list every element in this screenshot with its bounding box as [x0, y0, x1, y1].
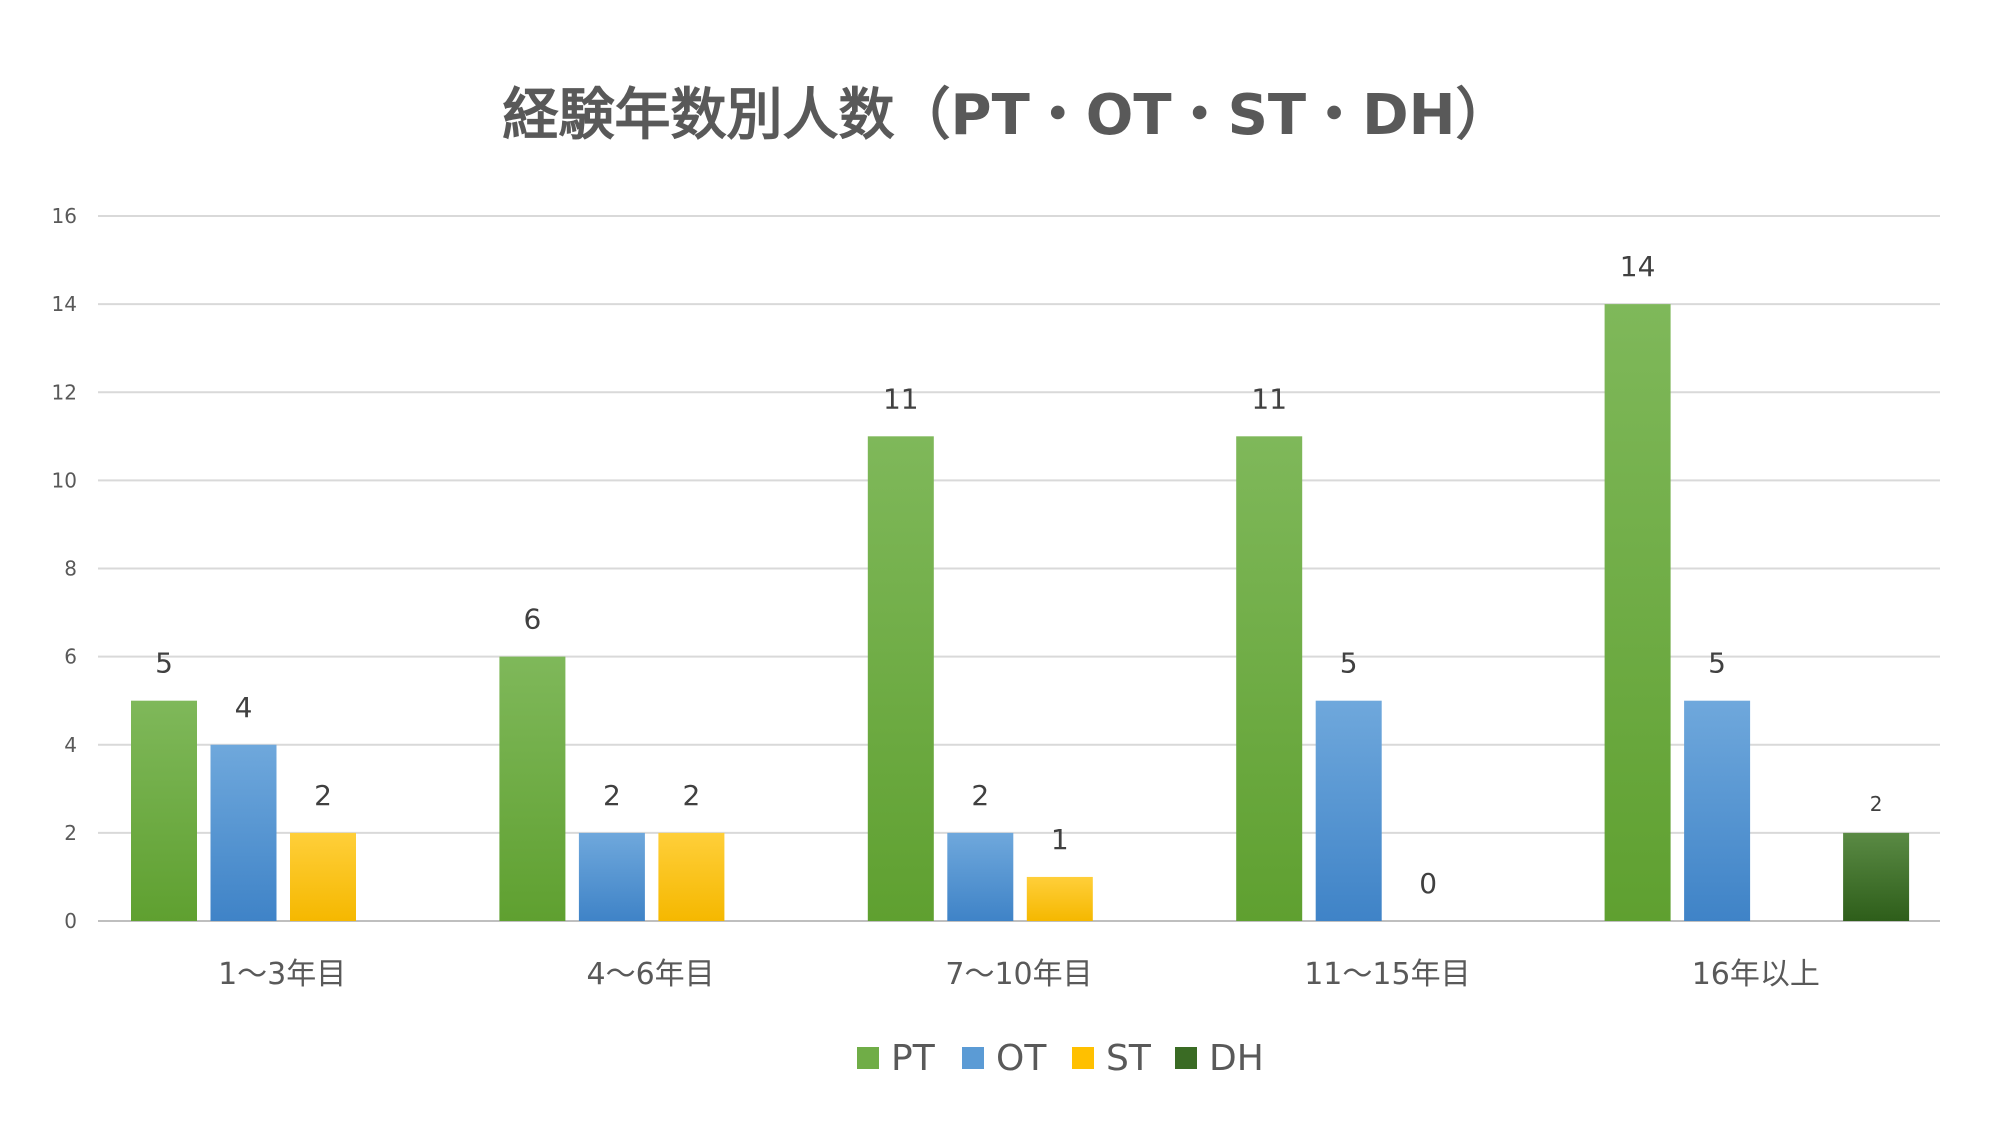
y-tick-label: 4	[64, 733, 77, 757]
y-tick-label: 2	[64, 821, 77, 845]
bar-ot	[1684, 700, 1751, 921]
bar-pt	[1604, 304, 1671, 921]
bars	[131, 304, 1910, 921]
bar-ot	[1315, 700, 1382, 921]
bar-ot	[947, 832, 1014, 921]
y-axis-ticks: 0 2 4 6 8 10 12 14 16	[52, 204, 77, 933]
data-label: 2	[603, 779, 621, 812]
data-label: 5	[1340, 647, 1358, 680]
legend-swatch-dh	[1175, 1047, 1197, 1069]
x-tick-label: 1〜3年目	[218, 957, 346, 992]
bar-pt	[867, 436, 934, 921]
x-tick-label: 7〜10年目	[945, 957, 1092, 992]
data-label: 2	[1870, 792, 1883, 816]
x-tick-label: 4〜6年目	[587, 957, 715, 992]
data-label: 4	[235, 691, 253, 724]
bar-ot	[578, 832, 645, 921]
bar-pt	[499, 656, 566, 921]
data-label: 5	[155, 647, 173, 680]
data-label: 14	[1620, 250, 1656, 283]
legend-swatch-pt	[857, 1047, 879, 1069]
bar-ot	[210, 744, 277, 921]
y-tick-label: 0	[64, 909, 77, 933]
data-label: 2	[682, 779, 700, 812]
bar-st	[658, 832, 725, 921]
bar-pt	[131, 700, 197, 921]
legend-swatch-st	[1072, 1047, 1094, 1069]
data-label: 11	[1251, 382, 1287, 415]
data-label: 0	[1419, 867, 1437, 900]
data-label: 6	[523, 603, 541, 636]
legend-label-pt: PT	[891, 1038, 936, 1079]
x-axis-ticks: 1〜3年目 4〜6年目 7〜10年目 11〜15年目 16年以上	[218, 957, 1820, 992]
gridlines	[98, 215, 1940, 922]
bar-st	[290, 832, 356, 921]
legend-label-st: ST	[1106, 1038, 1152, 1079]
y-tick-label: 10	[52, 468, 77, 492]
y-tick-label: 16	[52, 204, 77, 228]
legend-label-dh: DH	[1209, 1038, 1264, 1079]
y-tick-label: 14	[52, 292, 77, 316]
bar-st	[1026, 876, 1093, 921]
data-label: 2	[971, 779, 989, 812]
data-label: 1	[1051, 823, 1069, 856]
legend: PT OT ST DH	[857, 1038, 1264, 1079]
chart-title: 経験年数別人数（PT・OT・ST・DH）	[503, 83, 1512, 148]
bar-pt	[1236, 436, 1303, 921]
bar-dh	[1843, 832, 1910, 921]
legend-label-ot: OT	[996, 1038, 1047, 1079]
y-tick-label: 8	[64, 557, 77, 581]
y-tick-label: 12	[52, 380, 77, 404]
y-tick-label: 6	[64, 645, 77, 669]
x-tick-label: 11〜15年目	[1304, 957, 1470, 992]
legend-swatch-ot	[962, 1047, 984, 1069]
data-label: 2	[314, 779, 332, 812]
data-label: 11	[883, 382, 919, 415]
x-tick-label: 16年以上	[1692, 957, 1820, 992]
data-label: 5	[1708, 647, 1726, 680]
